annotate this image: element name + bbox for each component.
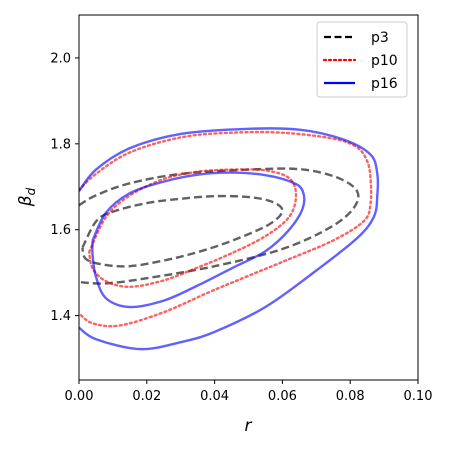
y-axis-symbol: β — [16, 195, 36, 207]
y-axis: 1.4 1.6 1.8 2.0 — [50, 51, 79, 324]
y-tick-label: 2.0 — [50, 51, 71, 66]
contour-p16-outer — [79, 127, 380, 351]
legend-label-p3: p3 — [371, 30, 389, 46]
y-tick-label: 1.8 — [50, 137, 71, 152]
y-axis-subscript: d — [24, 187, 38, 195]
x-axis-label: r — [245, 416, 253, 436]
contour-p16-inner — [91, 171, 306, 309]
x-tick-label: 0.00 — [65, 389, 94, 404]
contour-p3-inner — [81, 194, 284, 268]
y-tick-label: 1.6 — [50, 223, 71, 238]
x-tick-label: 0.06 — [268, 389, 297, 404]
x-axis: 0.00 0.02 0.04 0.06 0.08 0.10 — [65, 380, 433, 404]
y-axis-label: βd — [16, 187, 38, 207]
x-tick-label: 0.02 — [132, 389, 161, 404]
legend-box — [316, 21, 408, 98]
contours-layer — [79, 127, 380, 351]
x-tick-label: 0.10 — [404, 389, 433, 404]
legend-label-p10: p10 — [371, 53, 398, 69]
x-tick-label: 0.08 — [336, 389, 365, 404]
y-tick-label: 1.4 — [50, 309, 71, 324]
legend-label-p16: p16 — [371, 76, 398, 92]
contour-p10-outer — [79, 130, 373, 328]
plot-frame — [78, 14, 419, 381]
x-tick-label: 0.04 — [200, 389, 229, 404]
legend: p3 p10 p16 — [316, 21, 408, 98]
contour-p3-outer — [79, 167, 360, 285]
contour-p10-inner — [88, 168, 298, 289]
